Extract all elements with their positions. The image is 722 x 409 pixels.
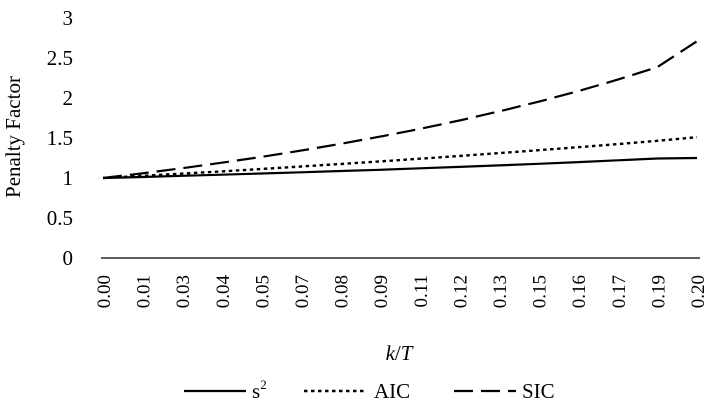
x-tick-label: 0.15: [530, 275, 551, 308]
x-tick-label: 0.19: [648, 275, 669, 308]
legend-label-s2: s2: [252, 377, 267, 403]
x-tick-label: 0.12: [450, 275, 471, 308]
x-tick-label: 0.05: [252, 275, 273, 308]
y-axis-ticks: 0 0.5 1 1.5 2 2.5 3: [47, 6, 73, 270]
legend-label-sic: SIC: [522, 379, 555, 403]
x-tick-label: 0.17: [609, 275, 630, 308]
series-line-s2: [102, 156, 698, 180]
y-tick-label: 2.5: [47, 46, 73, 70]
y-tick-label: 1.5: [47, 126, 73, 150]
x-tick-label: 0.16: [569, 275, 590, 308]
y-axis-title: Penalty Factor: [1, 76, 25, 198]
x-tick-label: 0.07: [292, 275, 313, 308]
x-axis-title: k/T: [386, 341, 414, 365]
y-tick-label: 3: [63, 6, 74, 30]
series-line-aic: [102, 136, 698, 180]
x-tick-label: 0.13: [490, 275, 511, 308]
x-tick-label: 0.00: [94, 275, 115, 308]
x-tick-label: 0.01: [134, 275, 155, 308]
legend-label-aic: AIC: [374, 379, 410, 403]
legend: s2 AIC SIC: [184, 377, 555, 403]
x-tick-label: 0.09: [371, 275, 392, 308]
y-tick-label: 1: [63, 166, 74, 190]
x-tick-label: 0.08: [332, 275, 353, 308]
x-tick-label: 0.11: [411, 275, 432, 308]
y-tick-label: 2: [63, 86, 74, 110]
x-tick-label: 0.03: [173, 275, 194, 308]
x-tick-label: 0.04: [213, 275, 234, 309]
series-lines: [102, 40, 698, 180]
y-tick-label: 0: [63, 246, 74, 270]
series-line-sic: [102, 40, 698, 180]
y-tick-label: 0.5: [47, 206, 73, 230]
x-tick-label: 0.20: [688, 275, 709, 308]
x-axis-ticks: 0.00 0.01 0.03 0.04 0.05 0.07 0.08 0.09 0.11 0.12…: [94, 275, 709, 309]
